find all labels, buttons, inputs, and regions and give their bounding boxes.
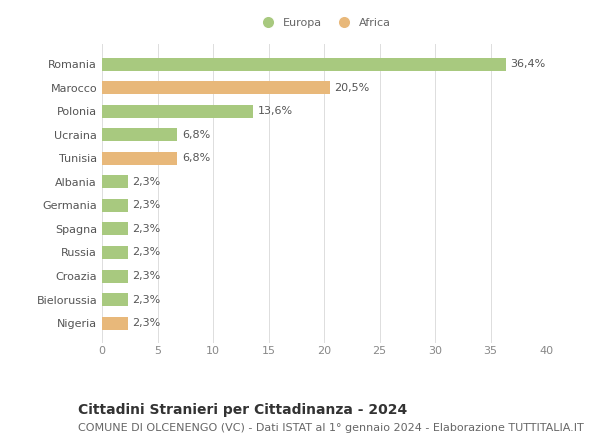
Text: COMUNE DI OLCENENGO (VC) - Dati ISTAT al 1° gennaio 2024 - Elaborazione TUTTITAL: COMUNE DI OLCENENGO (VC) - Dati ISTAT al…	[78, 423, 584, 433]
Text: 2,3%: 2,3%	[132, 224, 160, 234]
Bar	[102, 223, 128, 235]
Text: 2,3%: 2,3%	[132, 247, 160, 257]
Text: 2,3%: 2,3%	[132, 271, 160, 281]
Bar	[102, 317, 128, 330]
Bar	[102, 58, 506, 70]
Bar	[102, 128, 178, 141]
Bar	[102, 105, 253, 117]
Bar	[102, 176, 128, 188]
Bar	[102, 270, 128, 282]
Bar	[102, 199, 128, 212]
Legend: Europa, Africa: Europa, Africa	[253, 14, 395, 33]
Bar	[102, 246, 128, 259]
Bar	[102, 81, 329, 94]
Text: 2,3%: 2,3%	[132, 318, 160, 328]
Text: 6,8%: 6,8%	[182, 153, 210, 163]
Text: 2,3%: 2,3%	[132, 294, 160, 304]
Bar	[102, 152, 178, 165]
Text: 2,3%: 2,3%	[132, 177, 160, 187]
Bar	[102, 293, 128, 306]
Text: 13,6%: 13,6%	[257, 106, 293, 116]
Text: 36,4%: 36,4%	[511, 59, 546, 69]
Text: 20,5%: 20,5%	[334, 83, 369, 93]
Text: 6,8%: 6,8%	[182, 130, 210, 140]
Text: 2,3%: 2,3%	[132, 200, 160, 210]
Text: Cittadini Stranieri per Cittadinanza - 2024: Cittadini Stranieri per Cittadinanza - 2…	[78, 403, 407, 417]
